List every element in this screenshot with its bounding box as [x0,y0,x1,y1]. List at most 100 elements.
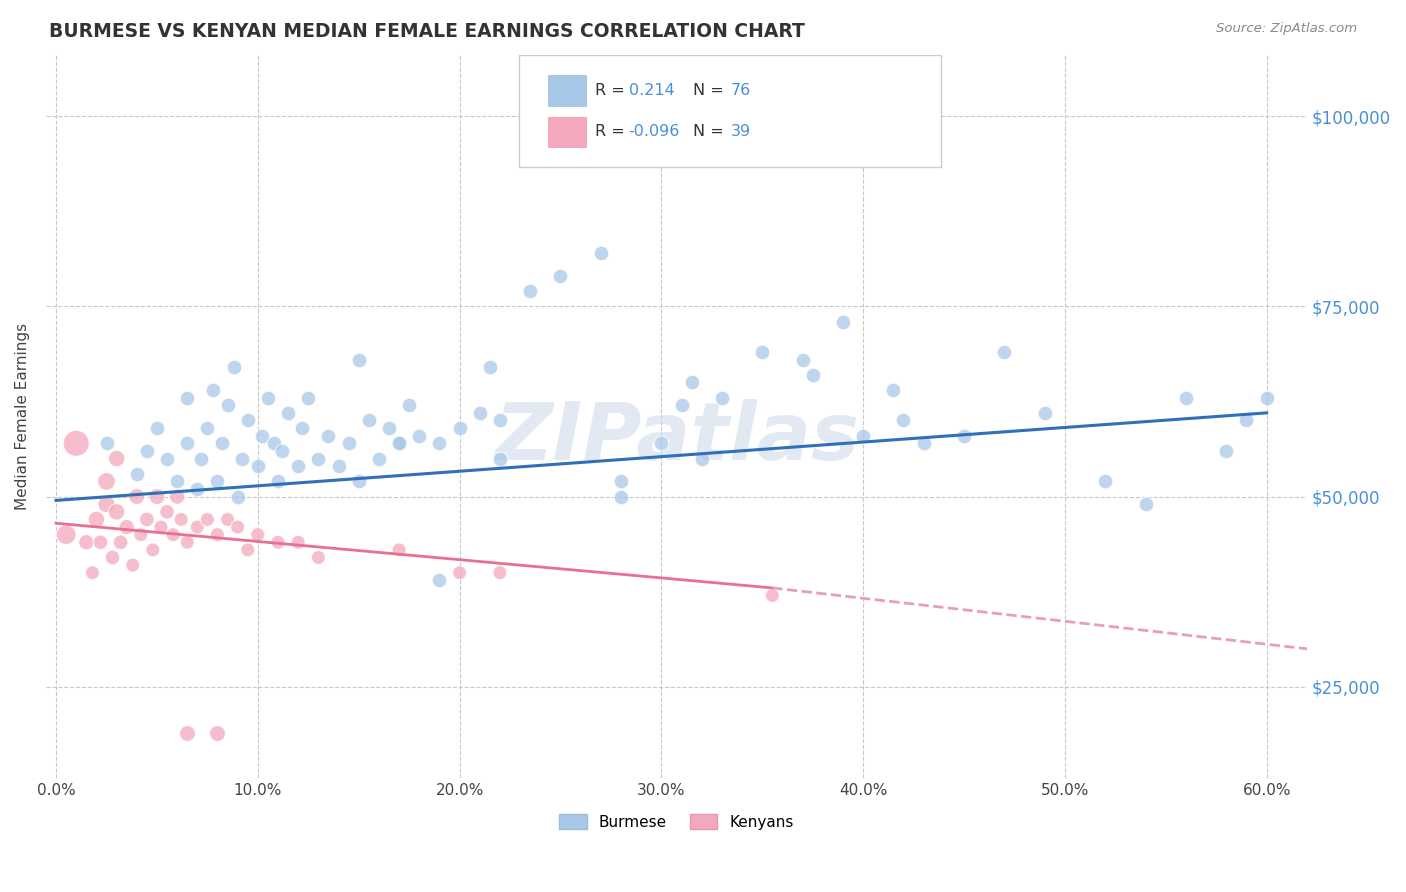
Point [186,520,208,534]
Text: -0.096: -0.096 [628,124,681,139]
Point [55,527,77,541]
Point [146,490,169,504]
Point [1256,391,1278,405]
Point [291,421,314,435]
Point [318,428,340,442]
Point [337,436,360,450]
Point [263,436,285,450]
Point [478,360,501,375]
Point [96,497,118,511]
Point [468,406,491,420]
Text: R =: R = [595,83,630,98]
Point [449,421,471,435]
Point [357,413,380,427]
Point [257,391,280,405]
Point [135,512,157,526]
Point [347,352,370,367]
Point [1215,444,1237,458]
Point [162,527,184,541]
FancyBboxPatch shape [519,55,941,167]
Point [519,284,541,298]
Point [115,520,138,534]
Point [489,566,512,580]
Point [86,512,108,526]
Point [176,391,198,405]
Point [149,520,172,534]
Point [105,505,128,519]
Point [328,459,350,474]
Point [197,512,219,526]
Point [211,436,233,450]
Point [142,542,165,557]
Point [832,314,855,328]
Point [449,566,471,580]
Point [186,482,208,496]
Point [307,550,329,565]
Point [307,451,329,466]
Point [121,558,143,573]
Point [105,451,128,466]
Point [993,345,1015,359]
Point [96,436,118,450]
Point [250,428,273,442]
Point [176,725,198,739]
Point [82,566,104,580]
Point [125,467,148,481]
Point [751,345,773,359]
Point [176,535,198,549]
Point [610,475,633,489]
Point [65,436,87,450]
Point [246,527,269,541]
Point [271,444,294,458]
Point [1174,391,1197,405]
Point [125,490,148,504]
Point [589,246,612,260]
Point [226,520,249,534]
Point [690,451,713,466]
Text: 0.214: 0.214 [628,83,675,98]
Point [852,428,875,442]
Point [267,535,290,549]
Point [110,535,132,549]
Point [226,490,249,504]
Point [176,436,198,450]
Point [246,459,269,474]
Point [398,398,420,412]
Point [953,428,976,442]
Text: 39: 39 [731,124,751,139]
Point [1094,475,1116,489]
Point [96,475,118,489]
Text: 76: 76 [731,83,751,98]
Point [388,436,411,450]
Point [190,451,212,466]
Point [217,512,239,526]
Text: N =: N = [693,83,728,98]
Point [671,398,693,412]
Point [207,475,229,489]
Point [893,413,915,427]
Point [217,398,239,412]
Point [610,490,633,504]
Point [882,383,904,397]
Point [1236,413,1258,427]
Point [297,391,319,405]
Text: N =: N = [693,124,728,139]
Point [166,490,188,504]
Point [792,352,814,367]
Point [489,451,512,466]
Y-axis label: Median Female Earnings: Median Female Earnings [15,323,30,510]
Point [197,421,219,435]
Point [801,368,824,382]
Point [231,451,253,466]
Point [681,376,703,390]
Point [429,436,451,450]
Point [650,436,672,450]
Point [129,527,152,541]
Point [156,451,179,466]
Text: Source: ZipAtlas.com: Source: ZipAtlas.com [1216,22,1357,36]
Point [156,505,179,519]
Point [135,444,157,458]
Point [207,725,229,739]
Point [550,268,572,283]
Point [236,413,259,427]
